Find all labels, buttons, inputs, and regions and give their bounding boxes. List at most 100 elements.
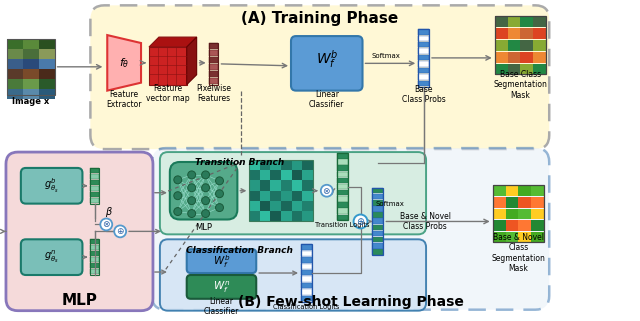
Bar <box>418 55 429 60</box>
Text: $\oplus$: $\oplus$ <box>116 226 125 236</box>
Bar <box>533 16 547 27</box>
Bar <box>508 40 520 51</box>
Circle shape <box>188 210 196 218</box>
Bar <box>495 28 508 39</box>
Text: Feature
Extractor: Feature Extractor <box>106 90 142 109</box>
Circle shape <box>321 185 333 197</box>
Bar <box>520 64 533 75</box>
Bar <box>39 79 54 89</box>
Bar <box>372 188 383 193</box>
Bar <box>372 213 383 218</box>
Bar <box>372 194 383 199</box>
FancyBboxPatch shape <box>6 152 153 311</box>
Bar <box>271 211 281 221</box>
Bar <box>533 40 547 51</box>
Bar <box>23 49 39 59</box>
Bar <box>508 64 520 75</box>
Bar <box>23 89 39 99</box>
Text: $\otimes$: $\otimes$ <box>323 186 331 196</box>
Text: $\beta$: $\beta$ <box>106 204 113 219</box>
Bar <box>495 52 508 63</box>
Bar <box>302 170 313 180</box>
Bar <box>271 170 281 180</box>
Bar <box>337 184 348 189</box>
Bar <box>281 180 292 191</box>
Bar <box>281 170 292 180</box>
Circle shape <box>202 197 209 204</box>
Bar <box>301 257 312 263</box>
Bar <box>518 209 531 220</box>
Bar <box>372 219 383 224</box>
Bar <box>418 42 429 48</box>
Bar <box>90 192 99 197</box>
FancyBboxPatch shape <box>170 162 237 220</box>
Bar <box>302 191 313 201</box>
Bar <box>301 296 312 301</box>
Circle shape <box>174 192 182 200</box>
Bar <box>7 79 23 89</box>
Bar <box>533 64 547 75</box>
Circle shape <box>114 225 126 237</box>
Bar <box>372 206 383 212</box>
Bar <box>90 174 99 179</box>
Bar <box>493 185 544 242</box>
Bar <box>250 201 260 211</box>
Bar <box>23 79 39 89</box>
Circle shape <box>216 177 223 185</box>
Bar <box>90 168 99 204</box>
Text: Image x: Image x <box>12 97 49 106</box>
Text: Softmax: Softmax <box>376 201 404 207</box>
Bar <box>260 160 271 170</box>
Circle shape <box>100 219 112 230</box>
Circle shape <box>188 184 196 192</box>
Bar <box>372 243 383 248</box>
Text: $\otimes$: $\otimes$ <box>102 220 111 230</box>
Text: (B) Few-shot Learning Phase: (B) Few-shot Learning Phase <box>237 295 463 309</box>
Bar <box>39 49 54 59</box>
Text: Classification Branch: Classification Branch <box>186 246 292 255</box>
Text: Base
Class Probs: Base Class Probs <box>402 85 445 104</box>
FancyBboxPatch shape <box>152 148 549 310</box>
Bar <box>39 59 54 69</box>
Text: $\oplus$: $\oplus$ <box>356 216 365 227</box>
FancyBboxPatch shape <box>187 275 256 299</box>
Bar <box>531 221 544 231</box>
Bar <box>7 89 23 99</box>
Bar <box>250 170 260 180</box>
Bar <box>260 170 271 180</box>
Bar <box>302 211 313 221</box>
Bar <box>493 197 506 208</box>
Bar <box>531 185 544 196</box>
Bar <box>7 39 54 95</box>
Polygon shape <box>187 37 196 85</box>
FancyBboxPatch shape <box>21 239 83 275</box>
Bar <box>493 185 506 196</box>
FancyBboxPatch shape <box>21 168 83 204</box>
Circle shape <box>174 176 182 184</box>
Bar <box>271 160 281 170</box>
Bar <box>250 191 260 201</box>
Bar <box>250 211 260 221</box>
Bar <box>301 251 312 256</box>
Bar <box>418 36 429 41</box>
Text: Classification Logits: Classification Logits <box>273 304 340 310</box>
Bar <box>90 186 99 191</box>
Bar <box>23 59 39 69</box>
Bar <box>418 29 429 87</box>
Text: Base & Novel
Class
Segmentation
Mask: Base & Novel Class Segmentation Mask <box>492 233 545 273</box>
Bar <box>292 170 302 180</box>
Bar <box>90 180 99 185</box>
Bar <box>209 57 218 63</box>
Bar <box>301 244 312 302</box>
Bar <box>418 61 429 67</box>
Bar <box>372 188 383 255</box>
Bar <box>209 43 218 85</box>
FancyBboxPatch shape <box>90 5 549 149</box>
Bar <box>531 197 544 208</box>
Bar <box>506 185 518 196</box>
Bar <box>418 68 429 73</box>
Bar <box>506 209 518 220</box>
Bar <box>372 231 383 236</box>
Bar <box>533 52 547 63</box>
Circle shape <box>202 210 209 218</box>
